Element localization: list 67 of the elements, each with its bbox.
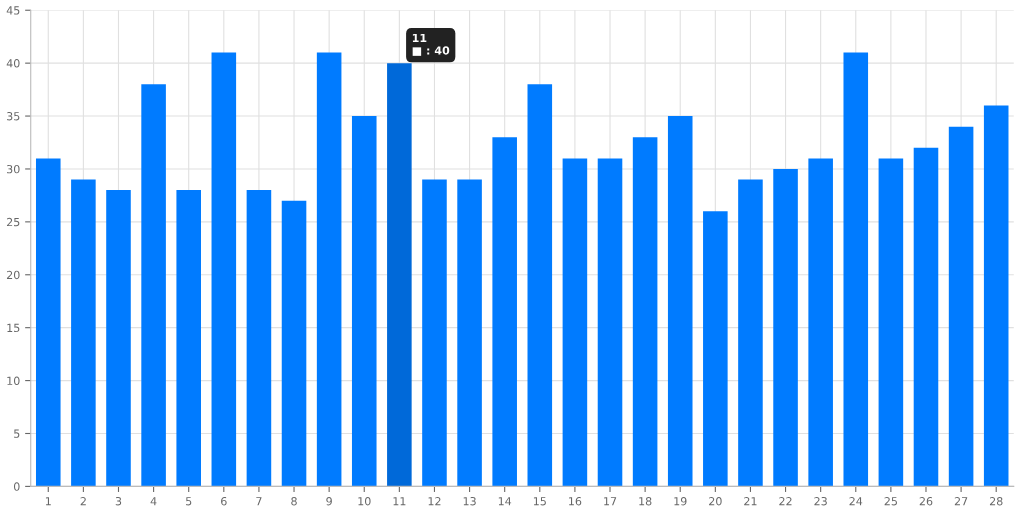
y-tick-label: 35 <box>7 112 20 121</box>
bar <box>281 200 307 487</box>
y-tick-label: 5 <box>14 429 20 438</box>
x-tick-label: 28 <box>989 497 1003 506</box>
bar <box>808 158 833 487</box>
bar <box>667 116 693 487</box>
x-tick-label: 18 <box>639 497 652 506</box>
bar <box>597 158 623 487</box>
x-tick-label: 13 <box>463 497 476 506</box>
bar <box>703 211 728 487</box>
x-tick-label: 22 <box>779 497 792 506</box>
x-tick-label: 24 <box>849 497 863 506</box>
y-tick-label: 40 <box>6 59 20 68</box>
x-tick-label: 5 <box>186 497 192 506</box>
bar <box>316 52 342 487</box>
y-tick-label: 30 <box>7 164 20 174</box>
x-tick-label: 4 <box>150 497 157 506</box>
x-tick-label: 10 <box>358 497 371 506</box>
bar <box>422 179 447 487</box>
x-tick-label: 19 <box>674 497 687 506</box>
x-tick-label: 3 <box>115 497 122 506</box>
bar <box>527 84 553 487</box>
x-tick-label: 27 <box>954 497 968 506</box>
x-tick-label: 9 <box>326 497 332 506</box>
bar <box>387 63 412 487</box>
x-tick-label: 8 <box>291 497 297 506</box>
bar <box>562 158 588 487</box>
bar <box>35 158 61 487</box>
bar <box>632 137 658 487</box>
x-tick-label: 2 <box>80 497 86 506</box>
bar <box>948 126 974 487</box>
bar <box>738 179 763 487</box>
bar <box>246 190 272 487</box>
x-tick-label: 1 <box>45 497 51 506</box>
bar <box>457 179 482 487</box>
bar <box>141 84 166 487</box>
x-tick-label: 20 <box>709 497 722 506</box>
x-tick-label: 15 <box>533 497 546 506</box>
x-tick-label: 21 <box>744 497 757 506</box>
bar <box>106 190 131 487</box>
x-tick-label: 16 <box>569 497 582 506</box>
bar <box>211 52 237 487</box>
x-tick-label: 11 <box>393 497 406 506</box>
y-tick-label: 45 <box>6 6 20 15</box>
y-tick-label: 15 <box>7 323 20 333</box>
bar <box>773 168 798 487</box>
x-tick-label: 17 <box>604 497 617 506</box>
bar <box>351 116 377 487</box>
bar <box>843 52 869 487</box>
x-tick-label: 25 <box>884 497 897 506</box>
annotation: 11 ■ : 40 <box>412 33 450 56</box>
x-tick-label: 12 <box>428 497 441 506</box>
bar <box>492 137 517 487</box>
x-tick-label: 6 <box>221 497 227 506</box>
x-tick-label: 14 <box>498 497 512 506</box>
bar <box>71 179 96 487</box>
x-tick-label: 7 <box>256 497 262 506</box>
y-tick-label: 10 <box>7 376 20 385</box>
x-tick-label: 26 <box>919 497 933 506</box>
y-tick-label: 25 <box>6 217 20 227</box>
y-tick-label: 0 <box>13 482 20 491</box>
bar <box>878 158 904 487</box>
y-tick-label: 20 <box>6 270 20 280</box>
bar <box>983 105 1009 487</box>
bar <box>913 147 939 487</box>
x-tick-label: 23 <box>814 497 827 506</box>
bar <box>176 190 201 487</box>
